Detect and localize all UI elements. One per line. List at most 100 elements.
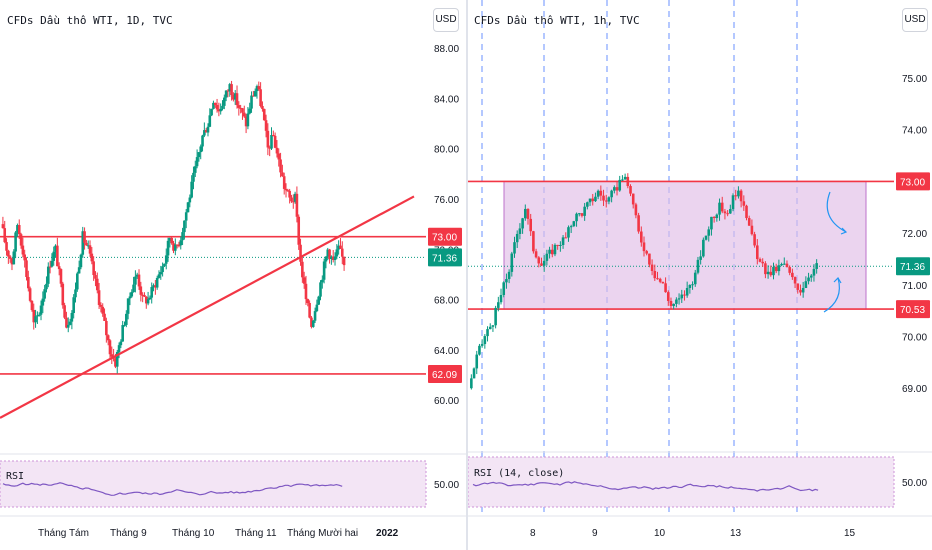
candle-body	[653, 270, 657, 279]
candle-body	[534, 251, 538, 258]
candle-body	[103, 313, 106, 321]
candle-body	[48, 266, 52, 268]
candle-body	[299, 244, 302, 262]
y-tick-label: 68.00	[434, 296, 459, 307]
candle-body	[333, 256, 337, 261]
right-chart-pane[interactable]: 75.0074.0073.0072.0071.0070.0069.0073.00…	[468, 0, 932, 550]
left-currency-button[interactable]: USD	[433, 8, 459, 32]
candle-body	[63, 305, 66, 318]
candle-body	[702, 239, 705, 257]
x-tick-label: 10	[654, 528, 666, 539]
candle-body	[330, 256, 333, 259]
candle-body	[715, 214, 719, 219]
candle-body	[815, 263, 818, 269]
candle-body	[742, 201, 746, 206]
candle-body	[772, 266, 775, 276]
candle-body	[195, 157, 199, 167]
candle-body	[340, 248, 344, 257]
candle-body	[188, 197, 192, 203]
right-currency-button[interactable]: USD	[902, 8, 928, 32]
candle-body	[648, 253, 651, 265]
candle-body	[114, 358, 117, 367]
candle-body	[306, 299, 310, 303]
candle-body	[213, 102, 217, 106]
candle-body	[281, 172, 284, 177]
candle-body	[232, 94, 235, 100]
y-tick-label: 74.00	[902, 126, 927, 137]
candle-body	[669, 300, 673, 306]
candle-body	[559, 244, 562, 246]
pane-divider[interactable]	[466, 0, 468, 550]
price-tag	[896, 300, 930, 319]
x-tick-label: Tháng 9	[110, 528, 147, 539]
candle-body	[221, 105, 224, 109]
candle-body	[56, 245, 59, 267]
candle-body	[618, 179, 622, 191]
candle-body	[685, 287, 689, 296]
candle-body	[710, 216, 713, 230]
candle-body	[255, 86, 259, 92]
candle-body	[101, 306, 105, 314]
candle-body	[259, 89, 262, 107]
candle-body	[203, 130, 206, 136]
candle-body	[164, 255, 168, 264]
candle-body	[81, 231, 85, 255]
candle-body	[540, 263, 543, 266]
rsi-label: RSI	[6, 471, 24, 482]
candle-body	[275, 147, 279, 154]
candle-body	[181, 232, 184, 241]
price-tag	[896, 257, 930, 276]
candle-body	[515, 233, 519, 243]
price-tag	[428, 227, 462, 246]
rsi-band	[0, 460, 427, 508]
candle-body	[480, 344, 484, 346]
candle-body	[250, 95, 253, 109]
candle-body	[152, 285, 155, 288]
candle-body	[747, 218, 751, 226]
candle-body	[155, 277, 159, 288]
candle-body	[286, 190, 290, 192]
candle-body	[7, 250, 10, 257]
candle-body	[577, 213, 581, 215]
right-chart-svg[interactable]: 75.0074.0073.0072.0071.0070.0069.0073.00…	[468, 0, 932, 550]
candle-body	[134, 276, 137, 285]
y-tick-label: 80.00	[434, 145, 459, 156]
candle-body	[518, 228, 522, 234]
candle-body	[92, 261, 95, 276]
candle-body	[17, 225, 21, 235]
candle-body	[793, 277, 797, 284]
candle-body	[224, 90, 228, 98]
candle-body	[235, 93, 239, 106]
candle-body	[491, 325, 495, 327]
candle-body	[217, 109, 221, 112]
x-tick-label: 9	[592, 528, 598, 539]
candle-body	[580, 213, 584, 216]
arrow-head-up	[833, 277, 842, 284]
candle-body	[502, 282, 506, 295]
candle-body	[23, 254, 26, 261]
x-tick-label: Tháng Tám	[38, 528, 89, 539]
candle-body	[19, 234, 23, 246]
candle-body	[591, 198, 595, 202]
candle-body	[567, 227, 570, 238]
candle-body	[105, 320, 108, 336]
candle-body	[564, 237, 568, 239]
candle-body	[88, 245, 92, 254]
candle-body	[290, 197, 293, 202]
candle-body	[769, 271, 773, 276]
candle-body	[148, 297, 152, 300]
candle-body	[199, 146, 203, 153]
candle-body	[809, 275, 813, 278]
left-chart-pane[interactable]: 88.0084.0080.0076.0072.0068.0064.0060.00…	[0, 0, 466, 550]
candle-body	[726, 213, 729, 215]
candle-body	[233, 93, 237, 100]
rsi-line	[2, 482, 343, 496]
left-chart-svg[interactable]: 88.0084.0080.0076.0072.0068.0064.0060.00…	[0, 0, 466, 550]
candle-body	[688, 284, 692, 288]
y-tick-label: 76.00	[434, 195, 459, 206]
candle-body	[172, 243, 175, 251]
candle-body	[37, 314, 41, 316]
candle-body	[272, 134, 275, 136]
candle-body	[77, 267, 81, 274]
y-tick-label: 64.00	[434, 346, 459, 357]
